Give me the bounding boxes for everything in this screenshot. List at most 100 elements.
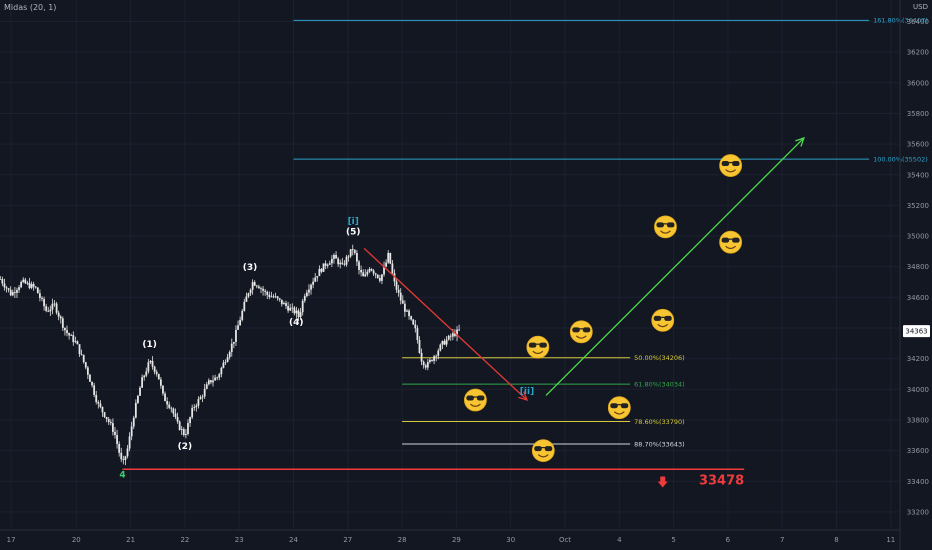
candle-body xyxy=(68,333,71,336)
down-arrow-icon xyxy=(657,476,668,488)
price-tick-label: 36200 xyxy=(907,49,929,57)
candle-body xyxy=(255,285,258,287)
candle-body xyxy=(424,365,427,368)
candle-body xyxy=(51,303,54,310)
candle-body xyxy=(220,367,223,375)
candle-body xyxy=(243,301,246,311)
wave-label: (5) xyxy=(346,228,361,238)
candle-body xyxy=(70,335,73,336)
price-series xyxy=(0,244,461,466)
forecast-arrow-head xyxy=(518,391,529,402)
time-tick-label: 8 xyxy=(834,536,838,544)
currency-label: USD xyxy=(913,3,928,11)
candle-body xyxy=(347,256,350,258)
candle-body xyxy=(429,359,431,363)
candle-body xyxy=(370,269,373,271)
price-tick-label: 33800 xyxy=(907,416,929,424)
emoji-lens-right xyxy=(539,342,547,348)
emoji-lens-right xyxy=(476,395,485,401)
candle-body xyxy=(268,294,271,297)
emoji-lens-left xyxy=(610,403,618,409)
candle-body xyxy=(114,431,116,436)
candle-body xyxy=(310,284,312,290)
candle-body xyxy=(451,333,454,337)
candle-body xyxy=(189,417,191,424)
candle-body xyxy=(389,253,392,264)
candle-body xyxy=(97,402,100,404)
price-axis[interactable]: 3320033400336003380034000342003440034600… xyxy=(899,0,930,550)
candle-body xyxy=(257,286,260,289)
candle-body xyxy=(139,387,141,396)
candle-body xyxy=(82,354,85,363)
candle-body xyxy=(353,250,356,254)
price-tick-label: 35200 xyxy=(907,202,929,210)
price-tick-label: 33400 xyxy=(907,478,929,486)
candle-body xyxy=(207,380,210,385)
sunglasses-emoji-icon: 😎 xyxy=(607,396,631,420)
candle-body xyxy=(143,375,146,378)
candle-body xyxy=(308,289,310,293)
sunglasses-emoji-icon: 😎 xyxy=(526,335,550,359)
candle-body xyxy=(149,360,152,363)
candle-body xyxy=(26,282,29,284)
time-tick-label: 5 xyxy=(671,536,675,544)
candle-body xyxy=(285,303,287,307)
emoji-lens-left xyxy=(466,395,474,401)
emoji-lens-left xyxy=(528,342,537,348)
candle-body xyxy=(351,249,354,251)
candle-body xyxy=(287,306,289,311)
candle-body xyxy=(105,417,108,419)
time-axis[interactable]: 17 20 21 22 23 24 27 28 29 30 Oct 4 5 6 7 8 11 xyxy=(0,529,900,544)
time-tick-label: 30 xyxy=(506,536,515,544)
candle-body xyxy=(239,319,242,326)
emoji-smile xyxy=(725,169,737,173)
candle-body xyxy=(237,325,239,330)
candle-body xyxy=(168,404,171,408)
candle-body xyxy=(205,384,208,389)
fibonacci-levels: 161.80%(36407)100.00%(35502)50.00%(34206… xyxy=(293,17,928,448)
candle-body xyxy=(339,262,342,265)
candle-body xyxy=(212,380,214,383)
candle-body xyxy=(303,296,306,301)
candle-body xyxy=(36,287,39,294)
indicator-label: Midas (20, 1) xyxy=(4,3,57,12)
candle-body xyxy=(41,297,43,299)
candle-body xyxy=(153,366,156,372)
price-tick-label: 34200 xyxy=(907,355,929,363)
time-tick-label: 28 xyxy=(398,536,407,544)
candle-body xyxy=(366,271,369,275)
candle-body xyxy=(162,385,164,394)
time-tick-label: 7 xyxy=(780,536,784,544)
candle-body xyxy=(447,335,450,340)
candle-body xyxy=(299,312,302,318)
emoji-face xyxy=(651,308,675,332)
candle-body xyxy=(249,289,252,294)
candle-body xyxy=(422,361,425,366)
candle-body xyxy=(147,362,150,372)
candle-body xyxy=(164,393,166,402)
support-level-label: 33478 xyxy=(699,473,744,488)
candle-body xyxy=(203,388,206,397)
candle-body xyxy=(137,395,139,403)
candle-body xyxy=(376,274,379,279)
candle-body xyxy=(128,436,131,449)
emoji-lens-right xyxy=(732,237,740,243)
candle-body xyxy=(381,274,383,281)
candle-body xyxy=(11,292,14,296)
candle-body xyxy=(324,263,327,266)
candle-body xyxy=(187,423,189,434)
candle-body xyxy=(289,307,292,311)
emoji-markers: 😎 😎 😎 😎 😎 😎 😎 😎 😎 xyxy=(464,154,743,463)
candle-body xyxy=(312,281,315,285)
candle-body xyxy=(295,310,298,314)
candle-body xyxy=(397,289,400,293)
candle-body xyxy=(116,435,118,444)
candle-body xyxy=(132,417,135,427)
time-tick-label: 4 xyxy=(617,536,622,544)
emoji-smile xyxy=(725,245,737,250)
candle-body xyxy=(174,413,177,418)
candle-body xyxy=(214,377,216,381)
sunglasses-emoji-icon: 😎 xyxy=(719,154,743,177)
time-tick-label: 6 xyxy=(726,536,731,544)
